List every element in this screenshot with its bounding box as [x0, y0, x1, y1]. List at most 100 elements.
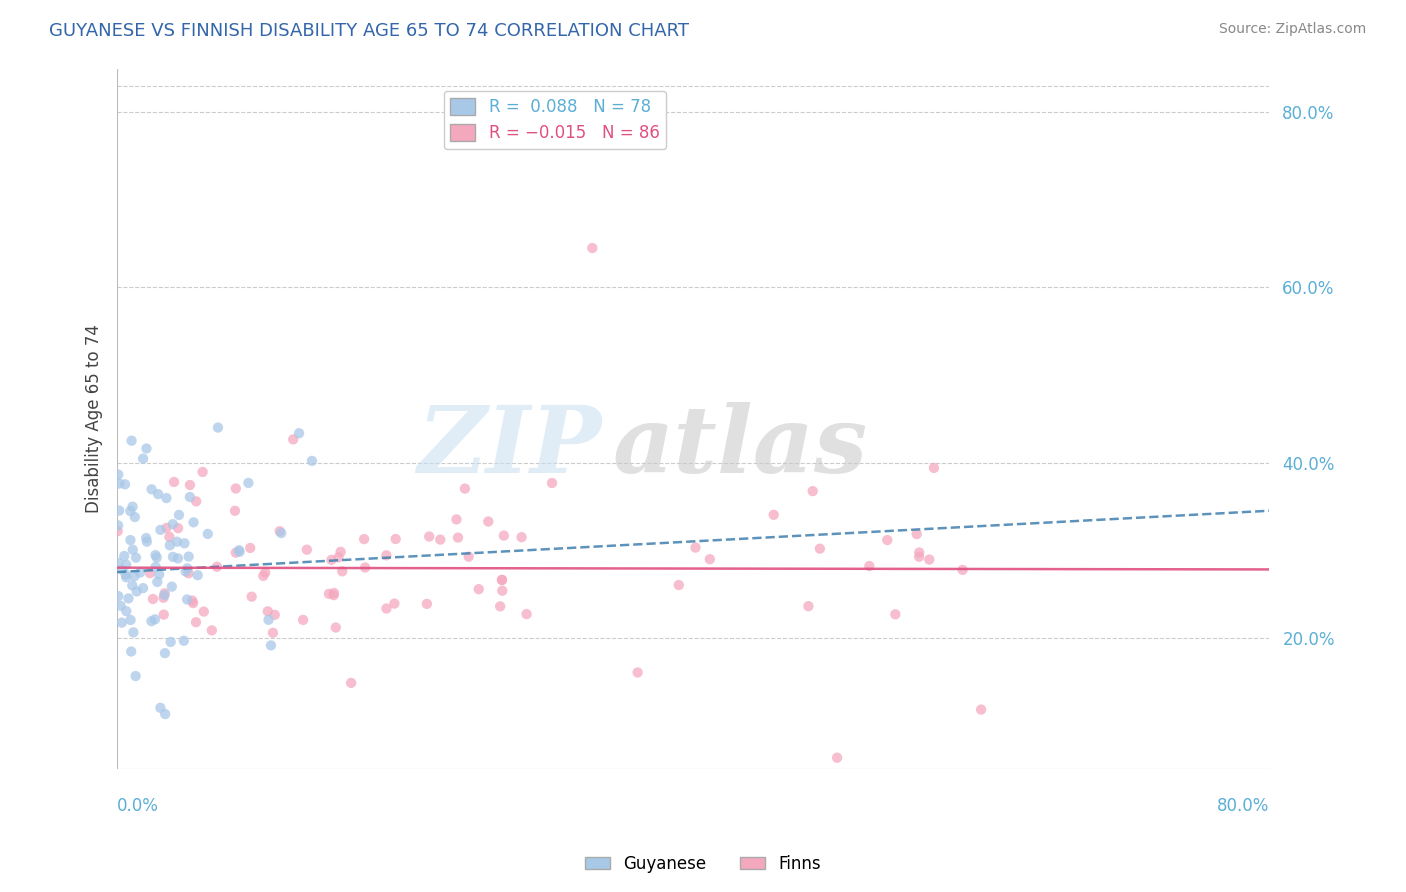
- Text: 80.0%: 80.0%: [1216, 797, 1270, 815]
- Point: [908, 549, 931, 564]
- Point: [225, 546, 247, 560]
- Point: [330, 565, 353, 579]
- Point: [149, 523, 172, 537]
- Point: [808, 541, 831, 556]
- Point: [384, 597, 406, 611]
- Text: Source: ZipAtlas.com: Source: ZipAtlas.com: [1219, 22, 1367, 37]
- Point: [375, 601, 398, 615]
- Point: [187, 568, 209, 582]
- Point: [121, 542, 143, 557]
- Point: [429, 533, 451, 547]
- Point: [166, 534, 188, 549]
- Point: [263, 607, 285, 622]
- Point: [173, 633, 195, 648]
- Point: [167, 508, 190, 522]
- Point: [107, 518, 129, 533]
- Point: [262, 625, 284, 640]
- Point: [155, 491, 177, 505]
- Point: [181, 593, 204, 607]
- Point: [124, 569, 146, 583]
- Point: [970, 702, 993, 716]
- Point: [801, 484, 824, 499]
- Point: [120, 504, 142, 518]
- Text: 0.0%: 0.0%: [117, 797, 159, 815]
- Point: [283, 433, 305, 447]
- Point: [354, 560, 377, 574]
- Point: [146, 487, 169, 501]
- Point: [884, 607, 907, 622]
- Point: [132, 451, 155, 466]
- Point: [115, 570, 138, 584]
- Point: [112, 549, 135, 563]
- Point: [132, 581, 155, 595]
- Point: [922, 461, 945, 475]
- Point: [142, 592, 165, 607]
- Point: [145, 559, 167, 574]
- Point: [323, 586, 346, 600]
- Text: ZIP: ZIP: [416, 401, 600, 491]
- Point: [581, 241, 603, 255]
- Point: [489, 599, 512, 614]
- Legend: Guyanese, Finns: Guyanese, Finns: [578, 848, 828, 880]
- Point: [120, 613, 142, 627]
- Point: [167, 551, 190, 566]
- Point: [111, 615, 134, 630]
- Point: [321, 553, 343, 567]
- Point: [491, 573, 513, 587]
- Point: [122, 625, 145, 640]
- Point: [135, 531, 157, 545]
- Point: [114, 567, 136, 582]
- Point: [184, 615, 207, 630]
- Point: [256, 604, 278, 618]
- Point: [108, 476, 131, 491]
- Point: [110, 599, 132, 613]
- Point: [797, 599, 820, 614]
- Point: [446, 512, 468, 526]
- Point: [153, 707, 176, 722]
- Point: [375, 549, 398, 563]
- Point: [340, 676, 363, 690]
- Point: [207, 420, 229, 434]
- Point: [176, 561, 198, 575]
- Point: [238, 475, 260, 490]
- Point: [384, 532, 406, 546]
- Point: [162, 517, 184, 532]
- Point: [228, 543, 250, 558]
- Point: [124, 510, 146, 524]
- Point: [197, 527, 219, 541]
- Point: [295, 542, 318, 557]
- Point: [135, 534, 157, 549]
- Point: [117, 591, 139, 606]
- Point: [107, 589, 129, 603]
- Point: [905, 527, 928, 541]
- Point: [153, 646, 176, 660]
- Point: [177, 549, 200, 564]
- Point: [141, 614, 163, 628]
- Point: [699, 552, 721, 566]
- Point: [157, 530, 180, 544]
- Point: [174, 565, 197, 579]
- Point: [952, 563, 974, 577]
- Point: [457, 549, 479, 564]
- Point: [260, 639, 283, 653]
- Point: [467, 582, 489, 597]
- Point: [120, 533, 142, 547]
- Point: [139, 566, 162, 581]
- Point: [492, 528, 515, 542]
- Point: [145, 548, 167, 562]
- Point: [762, 508, 785, 522]
- Point: [516, 607, 538, 621]
- Point: [240, 590, 263, 604]
- Point: [173, 536, 195, 550]
- Point: [257, 613, 280, 627]
- Point: [179, 478, 201, 492]
- Point: [125, 550, 148, 565]
- Point: [167, 521, 190, 535]
- Point: [416, 597, 439, 611]
- Point: [115, 604, 138, 618]
- Point: [269, 524, 291, 539]
- Point: [176, 592, 198, 607]
- Point: [121, 500, 143, 514]
- Point: [179, 490, 201, 504]
- Point: [292, 613, 315, 627]
